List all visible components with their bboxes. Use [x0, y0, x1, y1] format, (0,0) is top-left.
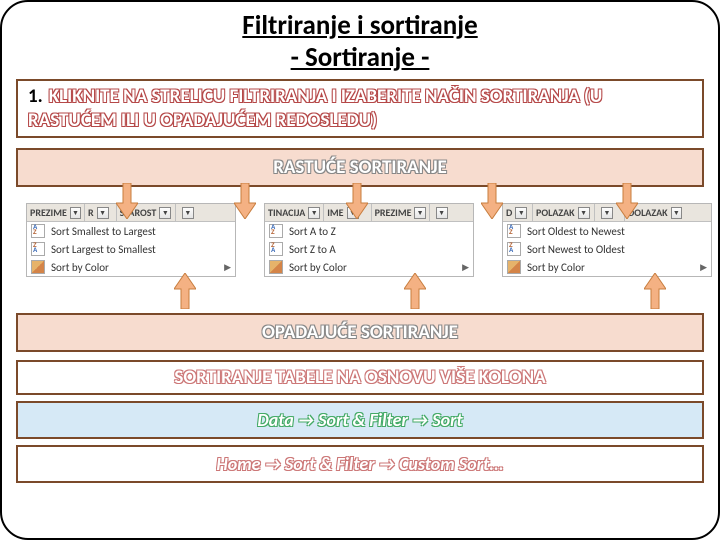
- filter-dropdown-button[interactable]: ▼: [671, 207, 682, 219]
- path-home-customsort: Home → Sort & Filter → Custom Sort...: [16, 445, 704, 483]
- menu-item-label: Sort Largest to Smallest: [51, 243, 156, 256]
- multi-column-label: SORTIRANJE TABELE NA OSNOVU VIŠE KOLONA: [16, 360, 704, 395]
- sort-desc-icon: ZA: [507, 242, 521, 256]
- column-header-row: D▼POLAZAK▼▼DOLAZAK▼: [503, 204, 711, 222]
- column-header[interactable]: TINACIJA▼: [265, 204, 324, 221]
- menus-area: PREZIME▼R▼STAROST▼▼AZSort Smallest to La…: [16, 191, 704, 303]
- arrow-down-icon: [346, 183, 368, 219]
- column-header-row: TINACIJA▼IME▼PREZIME▼▼: [265, 204, 473, 222]
- menu-item-label: Sort Newest to Oldest: [527, 243, 625, 256]
- sort-descending-item[interactable]: ZA Sort Newest to Oldest: [503, 240, 711, 258]
- column-header-label: R: [88, 206, 94, 219]
- menu-item-label: Sort by Color: [527, 261, 585, 274]
- sort-asc-icon: AZ: [269, 224, 283, 238]
- sort-by-color-item[interactable]: Sort by Color ▶: [265, 258, 473, 276]
- column-header[interactable]: PREZIME▼: [372, 204, 430, 221]
- column-header-label: D: [506, 206, 512, 219]
- color-icon: [507, 260, 521, 274]
- sort-desc-icon: ZA: [269, 242, 283, 256]
- arrow-up-icon: [174, 273, 196, 309]
- filter-dropdown-button[interactable]: ▼: [308, 207, 320, 219]
- submenu-arrow-icon: ▶: [224, 262, 231, 273]
- sort-by-color-item[interactable]: Sort by Color ▶: [503, 258, 711, 276]
- column-header-label: PREZIME: [30, 206, 67, 219]
- filter-dropdown-button[interactable]: ▼: [182, 207, 194, 219]
- sort-descending-item[interactable]: ZA Sort Largest to Smallest: [27, 240, 235, 258]
- sort-ascending-item[interactable]: AZ Sort A to Z: [265, 222, 473, 240]
- sort-by-color-item[interactable]: Sort by Color ▶: [27, 258, 235, 276]
- sort-dropdown-menu: D▼POLAZAK▼▼DOLAZAK▼AZSort Oldest to Newe…: [502, 203, 712, 277]
- filter-dropdown-button[interactable]: ▼: [601, 207, 613, 219]
- column-header[interactable]: ▼: [430, 204, 473, 221]
- submenu-arrow-icon: ▶: [462, 262, 469, 273]
- menu-item-label: Sort Smallest to Largest: [51, 225, 156, 238]
- ascending-label: RASTUĆE SORTIRANJE: [16, 148, 704, 187]
- menu-item-label: Sort Oldest to Newest: [527, 225, 625, 238]
- arrow-down-icon: [481, 183, 503, 219]
- filter-dropdown-button[interactable]: ▼: [578, 207, 590, 219]
- column-header-label: POLAZAK: [536, 206, 575, 219]
- filter-dropdown-button[interactable]: ▼: [414, 207, 425, 219]
- filter-dropdown-button[interactable]: ▼: [436, 207, 448, 219]
- menu-item-label: Sort Z to A: [289, 243, 336, 256]
- menu-item-label: Sort by Color: [51, 261, 109, 274]
- arrow-down-icon: [116, 183, 138, 219]
- sort-asc-icon: AZ: [507, 224, 521, 238]
- column-header[interactable]: ▼: [176, 204, 235, 221]
- descending-label: OPADAJUĆE SORTIRANJE: [16, 313, 704, 352]
- sort-asc-icon: AZ: [31, 224, 45, 238]
- menu-item-label: Sort A to Z: [289, 225, 336, 238]
- column-header-label: PREZIME: [375, 206, 412, 219]
- column-header[interactable]: POLAZAK▼: [533, 204, 595, 221]
- column-header[interactable]: R▼: [85, 204, 117, 221]
- filter-dropdown-button[interactable]: ▼: [159, 207, 171, 219]
- sort-desc-icon: ZA: [31, 242, 45, 256]
- page-title: Filtriranje i sortiranje - Sortiranje -: [16, 10, 704, 75]
- color-icon: [31, 260, 45, 274]
- step-instruction: 1.KLIKNITE NA STRELICU FILTRIRANJA I IZA…: [16, 79, 704, 139]
- filter-dropdown-button[interactable]: ▼: [97, 207, 109, 219]
- arrow-down-icon: [616, 183, 638, 219]
- column-header-label: IME: [327, 206, 343, 219]
- menu-item-label: Sort by Color: [289, 261, 347, 274]
- filter-dropdown-button[interactable]: ▼: [515, 207, 527, 219]
- sort-dropdown-menu: TINACIJA▼IME▼PREZIME▼▼AZSort A to ZZASor…: [264, 203, 474, 277]
- submenu-arrow-icon: ▶: [700, 262, 707, 273]
- column-header-label: TINACIJA: [268, 206, 305, 219]
- sort-ascending-item[interactable]: AZ Sort Smallest to Largest: [27, 222, 235, 240]
- filter-dropdown-button[interactable]: ▼: [70, 207, 81, 219]
- path-data-sort: Data → Sort & Filter → Sort: [16, 401, 704, 439]
- sort-descending-item[interactable]: ZA Sort Z to A: [265, 240, 473, 258]
- arrow-down-icon: [234, 183, 256, 219]
- arrow-up-icon: [644, 273, 666, 309]
- color-icon: [269, 260, 283, 274]
- sort-ascending-item[interactable]: AZ Sort Oldest to Newest: [503, 222, 711, 240]
- arrow-up-icon: [404, 273, 426, 309]
- column-header[interactable]: PREZIME▼: [27, 204, 85, 221]
- column-header[interactable]: D▼: [503, 204, 533, 221]
